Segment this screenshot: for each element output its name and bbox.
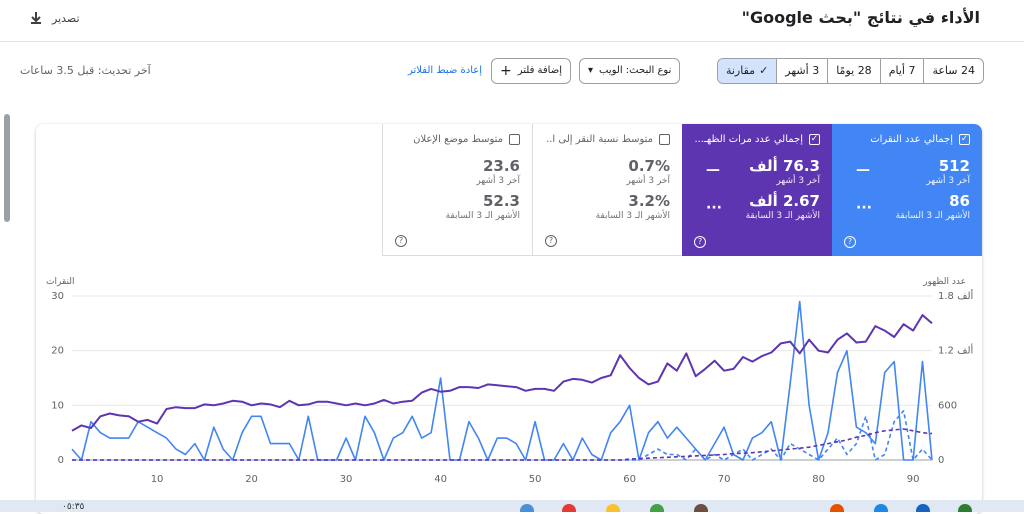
metric-total-impressions[interactable]: ✓ إجمالي عدد مرات الظهـ... 76.3 ألف آخر 3… [682,124,832,256]
metric-title: إجمالي عدد مرات الظهـ... [694,134,803,145]
solid-line-legend-icon: — [856,162,870,178]
checkbox-icon[interactable]: ✓ [809,134,820,145]
reset-filters-link[interactable]: إعادة ضبط الفلاتر [408,65,482,76]
metric-title: إجمالي عدد النقرات [870,134,953,145]
metric-current-value: 512 [938,157,970,175]
impressions-series-line [71,314,933,432]
search-type-dropdown[interactable]: نوع البحث: الويب ▾ [579,58,681,84]
app-icon[interactable] [916,504,930,512]
app-icon[interactable] [562,504,576,512]
right-axis-title: عدد الظهور [922,277,966,287]
metric-previous-label: الأشهر الـ 3 السابقة [745,211,820,221]
export-button[interactable]: تصدير [28,10,80,26]
add-filter-button[interactable]: إضافة فلتر + [491,58,571,84]
x-tick-label: 40 [434,474,447,485]
left-axis-title: النقرات [46,277,74,287]
metric-current-label: آخر 3 أشهر [476,176,520,186]
range-7d[interactable]: 7 أيام [879,59,924,83]
y-right-tick-label: 1.8 ألف [938,289,973,302]
metric-previous-value: 52.3 [482,192,520,210]
metric-current-label: آخر 3 أشهر [626,176,670,186]
x-tick-label: 70 [718,474,731,485]
impressions-previous-line [72,428,933,461]
x-tick-label: 30 [340,474,353,485]
x-tick-label: 50 [529,474,542,485]
metric-current-value: 0.7% [628,157,670,175]
y-right-tick-label: 600 [938,400,957,411]
taskbar: ٠٥:٣٥ [0,500,1024,512]
download-icon [31,12,41,24]
metric-total-clicks[interactable]: ✓ إجمالي عدد النقرات 512 آخر 3 أشهر 86 ال… [832,124,982,256]
metric-current-label: آخر 3 أشهر [776,176,820,186]
top-bar: الأداء في نتائج "بحث Google" تصدير [0,0,1024,42]
page-title: الأداء في نتائج "بحث Google" [741,8,980,27]
metric-average-position[interactable]: متوسط موضع الإعلان 23.6 آخر 3 أشهر 52.3 … [382,124,532,256]
y-right-tick-label: 1.2 ألف [938,344,973,357]
y-left-tick-label: 0 [58,455,64,466]
checkbox-icon[interactable] [659,134,670,145]
scrollbar-thumb[interactable] [4,114,10,222]
metric-average-ctr[interactable]: متوسط نسبة النقر إلى ا... 0.7% آخر 3 أشه… [532,124,682,256]
metric-current-label: آخر 3 أشهر [926,176,970,186]
dashed-line-legend-icon: ··· [856,200,872,216]
compare-label: مقارنة [725,64,756,77]
clicks-series-line [71,300,933,461]
performance-chart: النقرات عدد الظهور 0 10 20 30 0 600 1.2 ألف 1.8… [46,277,973,485]
x-tick-label: 80 [812,474,825,485]
range-3m[interactable]: 3 أشهر [776,59,827,83]
date-range-selector: 24 ساعة 7 أيام 28 يومًا 3 أشهر ✓ مقارنة [716,58,984,84]
app-icon[interactable] [958,504,972,512]
dashed-line-legend-icon: ··· [706,200,722,216]
last-updated-text: آخر تحديث: قبل 3.5 ساعات [20,64,151,77]
x-tick-label: 90 [907,474,920,485]
metric-previous-label: الأشهر الـ 3 السابقة [445,211,520,221]
y-left-tick-label: 20 [51,346,64,357]
performance-card: ✓ إجمالي عدد النقرات 512 آخر 3 أشهر 86 ال… [36,124,982,514]
app-icon[interactable] [520,504,534,512]
y-left-tick-label: 10 [51,400,64,411]
metric-current-value: 23.6 [482,157,520,175]
checkbox-icon[interactable]: ✓ [959,134,970,145]
filter-bar: 24 ساعة 7 أيام 28 يومًا 3 أشهر ✓ مقارنة … [0,48,1024,94]
y-right-tick-label: 0 [938,455,944,466]
help-icon[interactable]: ? [395,235,407,247]
solid-line-legend-icon: — [706,162,720,178]
app-icon[interactable] [874,504,888,512]
help-icon[interactable]: ? [844,236,856,248]
check-icon: ✓ [759,64,769,77]
app-icon[interactable] [650,504,664,512]
taskbar-clock: ٠٥:٣٥ [62,502,85,512]
help-icon[interactable]: ? [694,236,706,248]
compare-button[interactable]: ✓ مقارنة [717,59,777,83]
clicks-previous-line [72,410,933,461]
app-icon[interactable] [606,504,620,512]
y-left-tick-label: 30 [51,291,64,302]
help-icon[interactable]: ? [545,235,557,247]
add-filter-label: إضافة فلتر [517,65,562,76]
x-tick-label: 60 [623,474,636,485]
metric-title: متوسط موضع الإعلان [413,134,503,145]
metric-title: متوسط نسبة النقر إلى ا... [545,134,653,145]
metric-previous-value: 3.2% [628,192,670,210]
metric-previous-value: 86 [949,192,970,210]
dropdown-arrow-icon: ▾ [588,65,594,76]
x-tick-label: 20 [245,474,258,485]
range-28d[interactable]: 28 يومًا [827,59,879,83]
metric-previous-value: 2.67 ألف [749,192,820,210]
app-icon[interactable] [830,504,844,512]
search-type-label: نوع البحث: الويب [599,65,672,76]
app-icon[interactable] [694,504,708,512]
x-tick-label: 10 [151,474,164,485]
export-label: تصدير [52,11,80,25]
range-24h[interactable]: 24 ساعة [923,59,983,83]
metric-previous-label: الأشهر الـ 3 السابقة [595,211,670,221]
metric-previous-label: الأشهر الـ 3 السابقة [895,211,970,221]
checkbox-icon[interactable] [509,134,520,145]
plus-icon: + [500,63,512,79]
metric-current-value: 76.3 ألف [749,157,820,175]
